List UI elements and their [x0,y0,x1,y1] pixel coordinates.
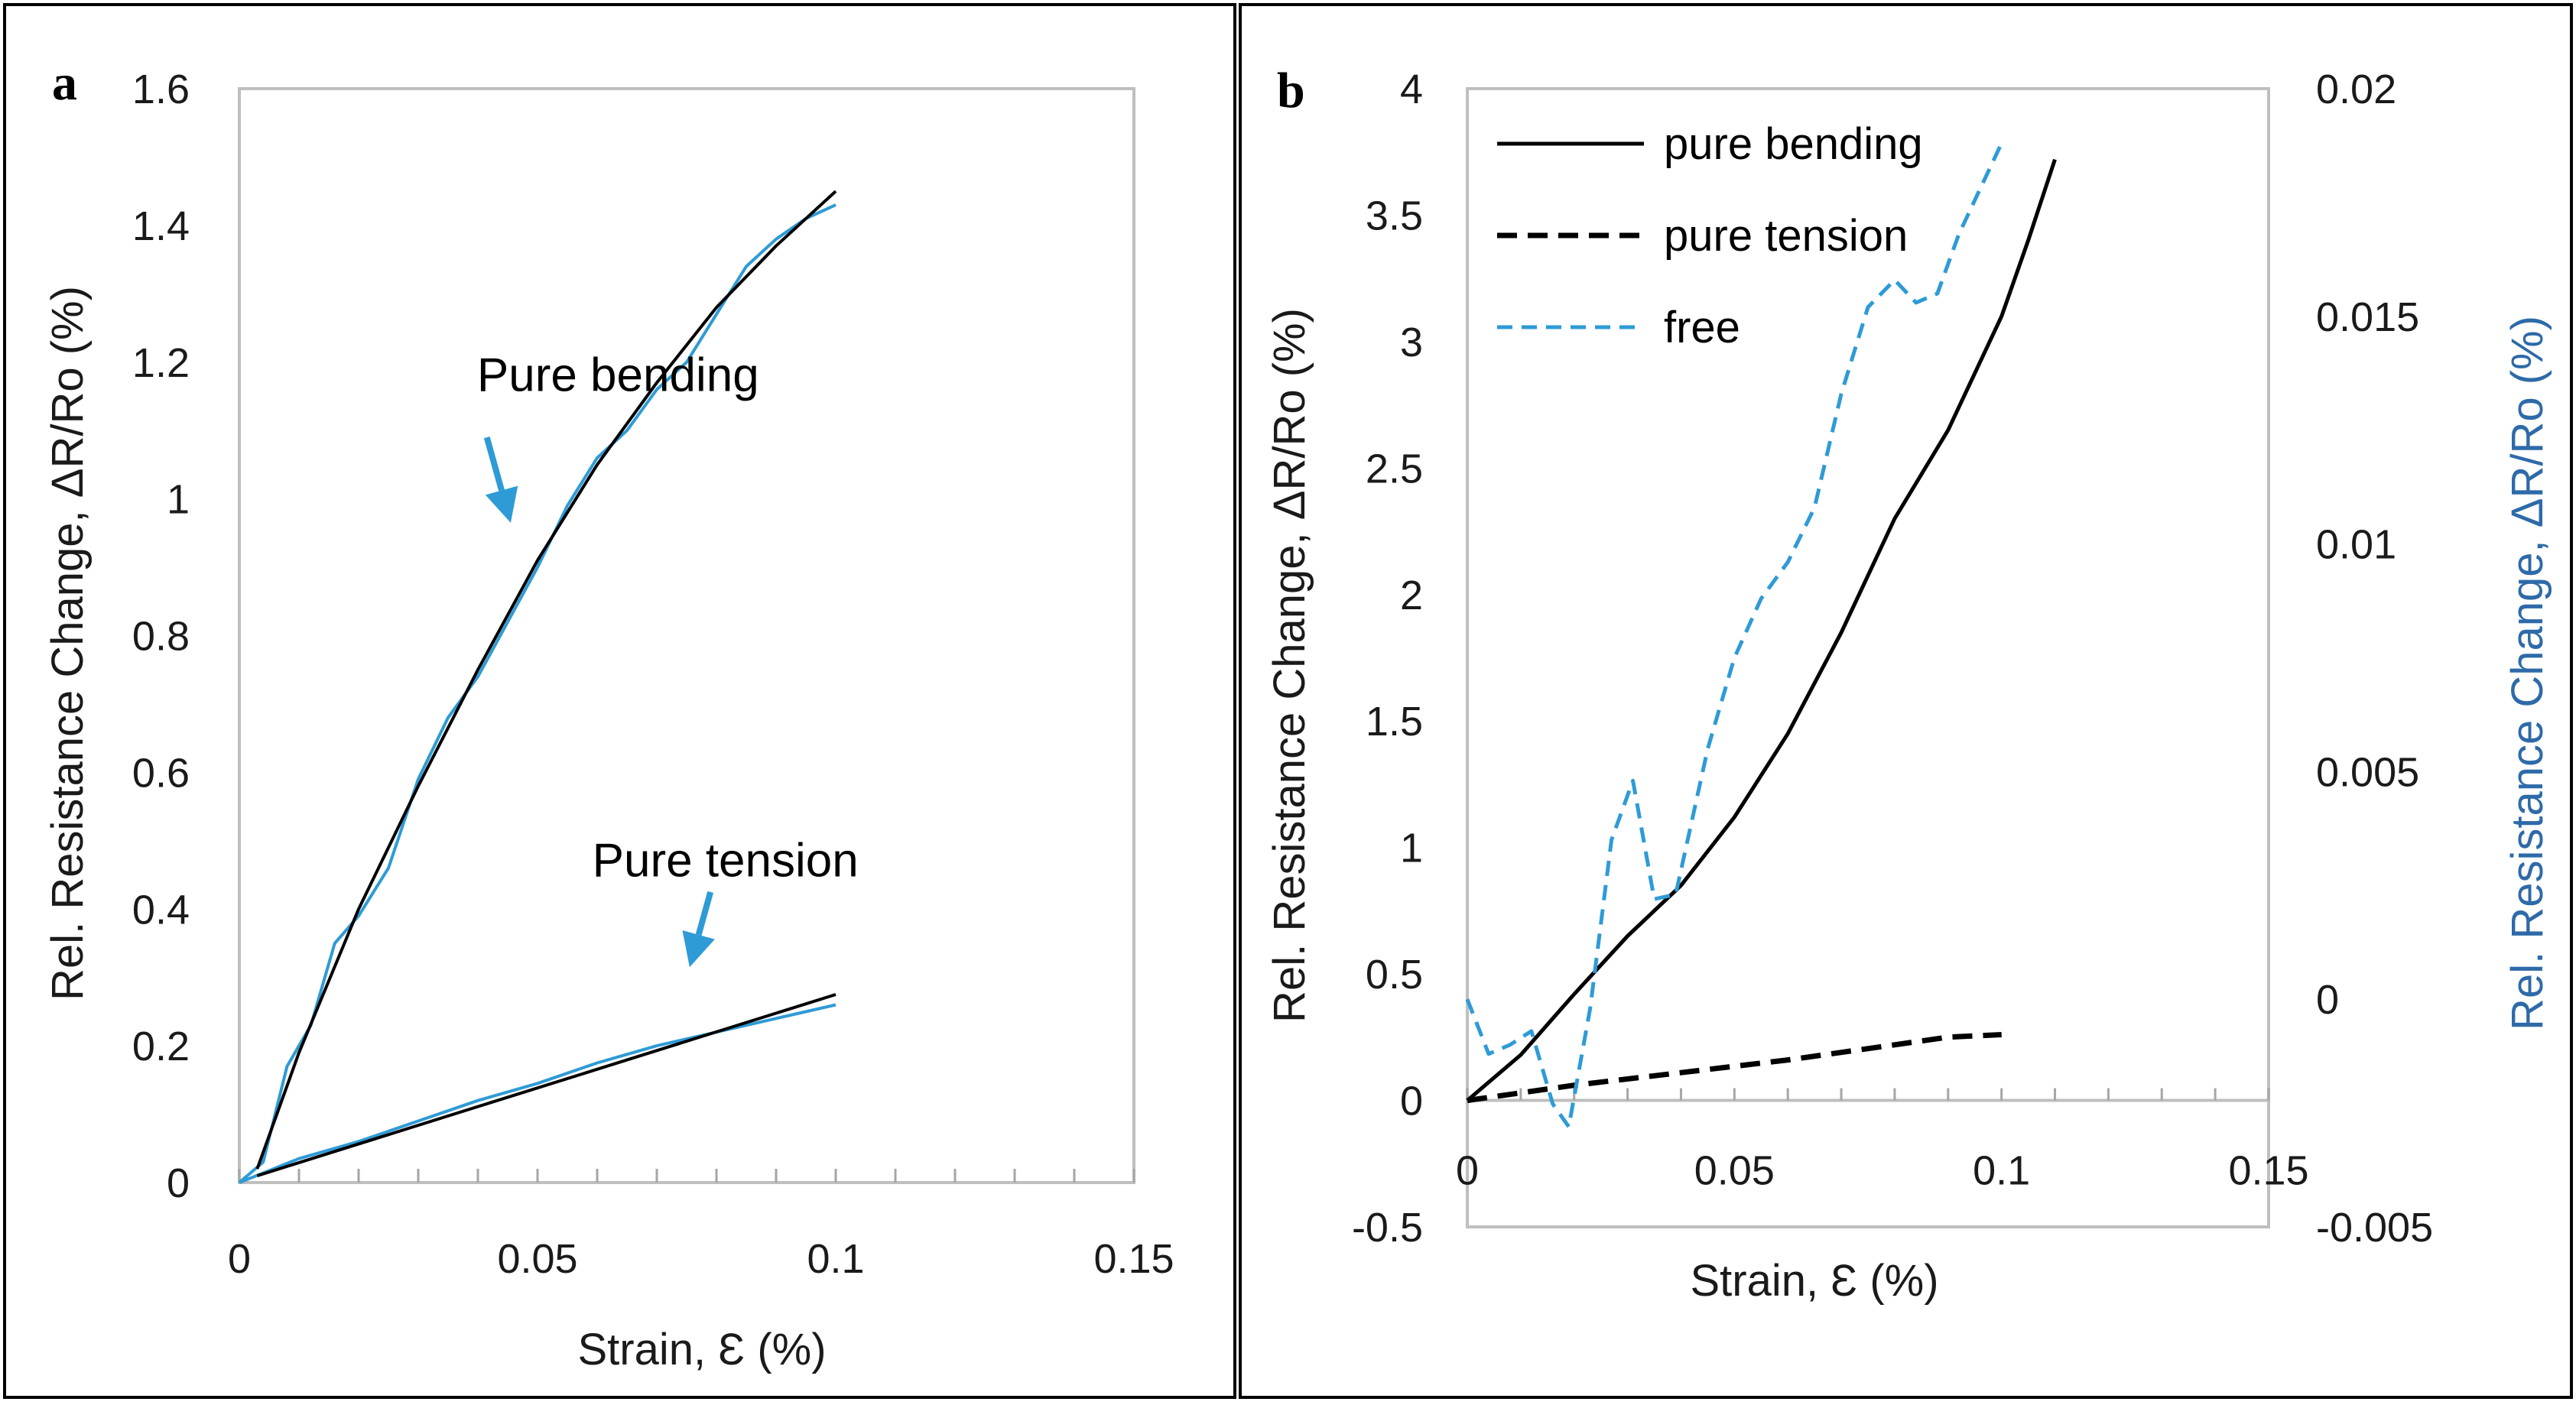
annotation-a-1: Pure tension [593,835,859,887]
arrow-shaft-a-1 [695,891,714,936]
y-right-tick-label-b: 0.02 [2316,67,2396,112]
x-tick-label-a: 0.15 [1093,1236,1174,1282]
y-tick-label-b: 4 [1400,67,1423,112]
series-line-b-0 [1466,158,2057,1102]
y-right-tick-label-b: 0.01 [2316,522,2396,568]
panel-letter-b: b [1277,63,1305,118]
x-tick-label-b: 0 [1456,1148,1479,1194]
panel-b-frame [1239,3,2573,1399]
y-axis-label-b: Rel. Resistance Change, ΔR/Ro (%) [1265,308,1314,1023]
y-tick-label-b: 1.5 [1366,699,1423,745]
chart-b: 0 0.05 0.1 0.15 -0.5 0 0.5 1 1.5 2 2.5 3 3.5 4 -0.005 0… [1265,67,2552,1306]
y-tick-label-a: 0.8 [132,614,190,660]
y-tick-label-b: 3.5 [1366,193,1423,238]
y-tick-label-b: 1 [1400,826,1423,871]
series-line-a-2 [256,993,836,1178]
x-tick-label-b: 0.1 [1973,1148,2030,1194]
x-tick-label-a: 0.05 [497,1236,577,1282]
plot-area-a [238,87,1135,1184]
series-line-b-1 [1467,1032,2002,1104]
annotation-a-0: Pure bending [477,349,759,402]
legend-b: pure bending pure tension free [1497,119,1923,352]
y-tick-label-a: 1.4 [132,203,190,249]
series-line-a-3 [239,1003,836,1184]
y-tick-label-a: 0.2 [132,1024,190,1069]
x-tick-label-a: 0 [228,1236,251,1282]
y-tick-label-a: 1.6 [132,67,190,112]
y-tick-label-a: 1 [167,477,190,523]
y-tick-label-a: 0.6 [132,750,190,796]
chart-a: 0 0.05 0.1 0.15 0 0.2 0.4 0.6 0.8 1 1.2 1.4 1.6 Strai… [43,67,1174,1374]
legend-label-0: pure bending [1664,119,1923,169]
y-tick-label-b: 2.5 [1366,446,1423,492]
x-axis-label-a: Strain, Ɛ (%) [577,1325,826,1374]
legend-label-2: free [1664,303,1740,352]
y-tick-label-b: 3 [1400,320,1423,365]
series-line-b-2 [1465,142,2003,1129]
y-tick-label-a: 0 [167,1160,190,1206]
legend-label-1: pure tension [1664,211,1908,261]
y-right-tick-label-b: -0.005 [2316,1205,2433,1251]
arrow-shaft-a-0 [483,436,505,492]
y-right-axis-label-b: Rel. Resistance Change, ΔR/Ro (%) [2503,316,2552,1030]
y-tick-label-b: 2 [1400,573,1423,618]
y-tick-label-b: -0.5 [1352,1205,1423,1251]
arrow-head-a-1 [682,930,715,968]
y-right-tick-label-b: 0.005 [2316,749,2419,795]
y-tick-label-b: 0.5 [1366,952,1423,998]
series-line-a-0 [255,190,837,1170]
panel-letter-a: a [52,55,77,111]
y-right-tick-label-b: 0 [2316,977,2339,1023]
arrow-head-a-0 [485,485,518,523]
y-right-tick-label-b: 0.015 [2316,294,2419,340]
panel-a-frame [3,3,1236,1399]
y-tick-label-b: 0 [1400,1079,1423,1124]
y-tick-label-a: 1.2 [132,340,190,386]
x-tick-label-b: 0.05 [1694,1148,1775,1194]
x-axis-label-b: Strain, Ɛ (%) [1690,1256,1938,1306]
x-tick-label-b: 0.15 [2228,1148,2308,1194]
x-tick-label-a: 0.1 [807,1236,864,1282]
plot-area-b [1466,87,2270,1228]
y-axis-label-a: Rel. Resistance Change, ΔR/Ro (%) [43,286,93,1001]
y-tick-label-a: 0.4 [132,887,190,933]
